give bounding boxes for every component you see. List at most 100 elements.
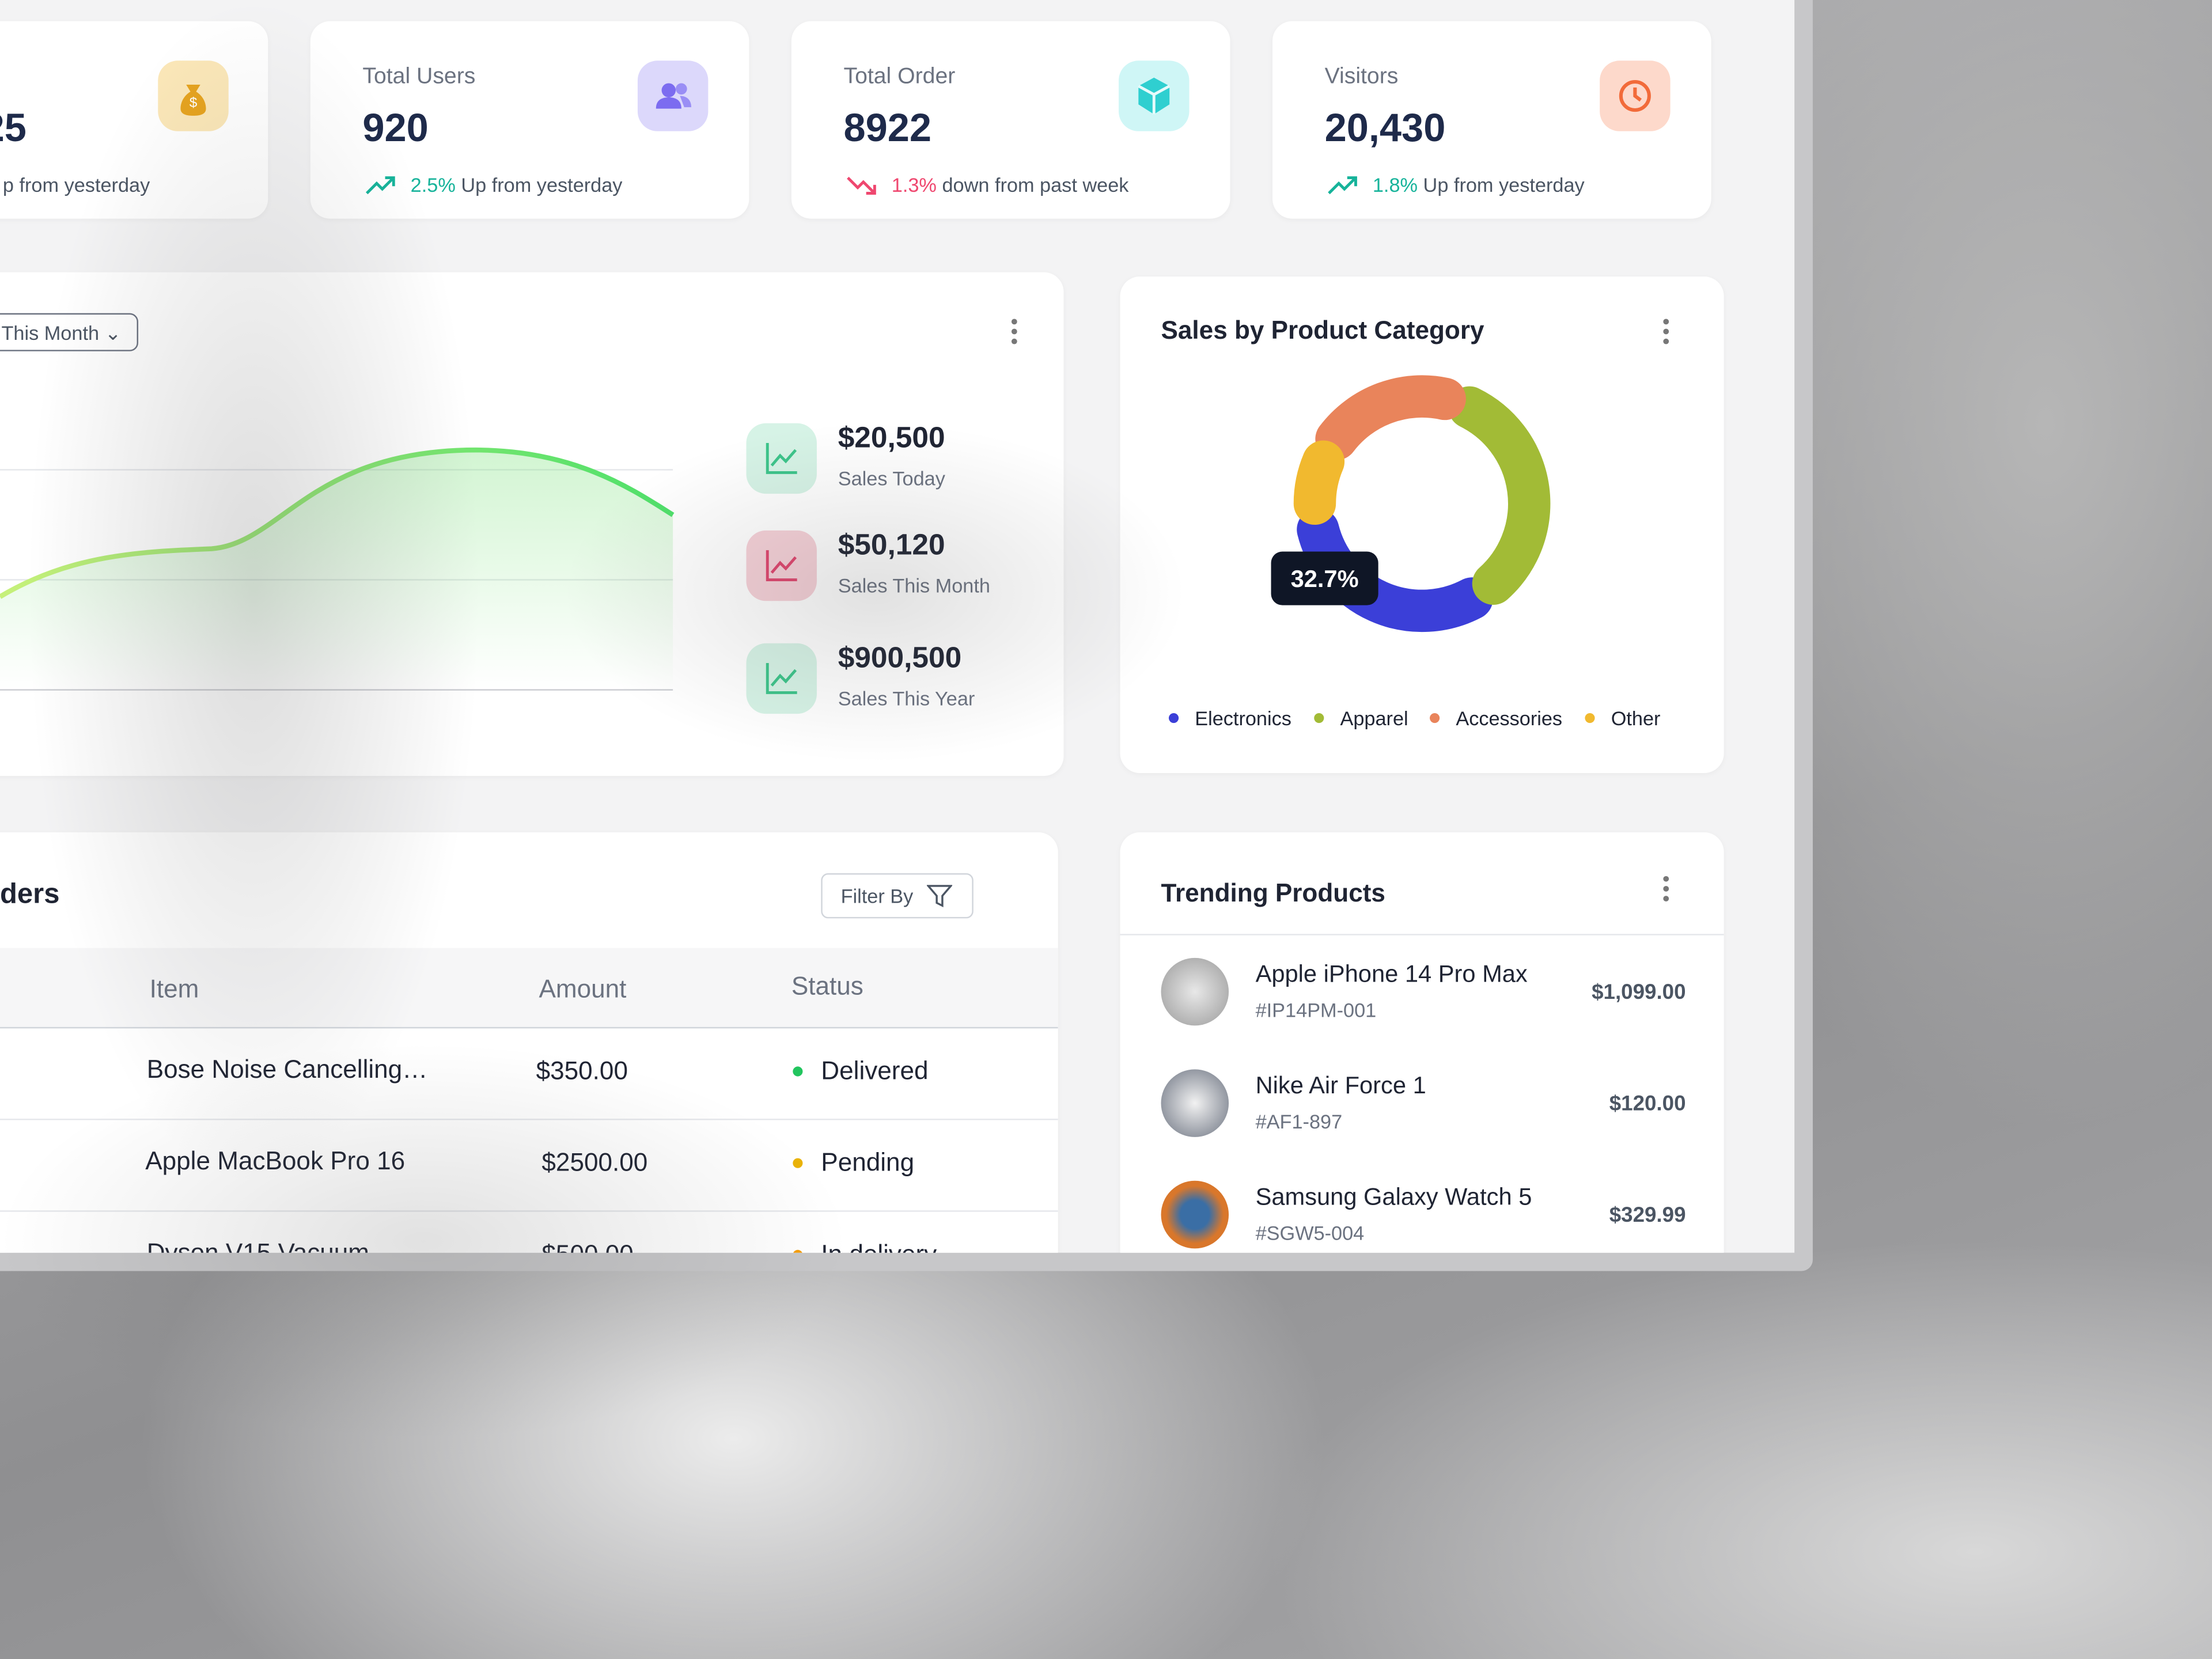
kebab-menu[interactable] [1660, 874, 1672, 908]
category-card: Sales by Product Category 32.7% Electroni… [1120, 276, 1724, 774]
card-title: Sales by Product Category [1161, 316, 1484, 344]
status-dot [793, 1249, 803, 1253]
legend-label: Electronics [1195, 708, 1291, 730]
sales-value: $20,500 [838, 422, 945, 454]
status: In delivery [821, 1240, 937, 1253]
orders-card: ders Filter By Item Amount Status Bose N… [0, 832, 1058, 1253]
change: 1.8% [1372, 173, 1418, 196]
stat-note: p from yesterday [2, 173, 150, 196]
kebab-menu[interactable] [1009, 317, 1020, 351]
legend-dot [1430, 713, 1440, 724]
svg-text:$: $ [190, 95, 198, 111]
stat-icon [637, 60, 709, 131]
note: down from past week [942, 173, 1129, 196]
icon [1138, 77, 1171, 115]
divider [0, 1210, 1058, 1212]
change: 2.5% [410, 173, 456, 196]
product-name: Apple iPhone 14 Pro Max [1255, 960, 1528, 988]
note: Up from yesterday [1423, 173, 1585, 196]
stat-label: Total Users [362, 65, 476, 89]
stat-card: Total Order 8922 1.3% down from past wee… [791, 21, 1230, 219]
sales-curve [0, 447, 675, 691]
stat-label: Visitors [1324, 65, 1399, 89]
kebab-menu[interactable] [1660, 317, 1672, 351]
tooltip-box [1271, 551, 1378, 605]
legend-label: Other [1611, 708, 1661, 730]
period: This Month [1, 321, 100, 344]
area [0, 450, 673, 690]
period-dropdown[interactable]: This Month ⌄ [0, 313, 139, 351]
status-dot [793, 1066, 803, 1077]
stat-icon: $ [158, 60, 229, 131]
product-image [1161, 1069, 1229, 1137]
dashboard: $ 325 p from yesterday Total Users 920 2… [0, 0, 1795, 1253]
stat-value: 325 [0, 105, 26, 150]
product-name: Nike Air Force 1 [1255, 1072, 1426, 1099]
product-image [1161, 1180, 1229, 1249]
sales-icon [746, 530, 817, 601]
sales-label: Sales This Month [838, 574, 990, 597]
product-sku: #SGW5-004 [1255, 1221, 1365, 1245]
change: 1.3% [891, 173, 937, 196]
legend-label: Accessories [1456, 708, 1562, 730]
donut-segment [1293, 440, 1345, 525]
icon [1619, 79, 1651, 112]
stat-label: Total Order [843, 65, 956, 89]
amount: $350.00 [536, 1056, 628, 1085]
status-dot [793, 1158, 803, 1168]
donut-segment [1315, 375, 1466, 460]
product-sku: #IP14PM-001 [1255, 998, 1377, 1022]
product-price: $1,099.00 [1592, 980, 1686, 1005]
sales-value: $50,120 [838, 529, 945, 562]
icon: $ [180, 84, 206, 116]
sales-card: This Month ⌄ $20,500 Sales Today $50,120… [0, 272, 1064, 776]
divider [1120, 934, 1724, 935]
sales-icon [746, 643, 817, 714]
card-title: Trending Products [1161, 878, 1385, 907]
stat-card: Visitors 20,430 1.8% Up from yesterday [1272, 21, 1711, 219]
icon [766, 663, 797, 694]
stat-card: $ 325 p from yesterday [0, 21, 268, 219]
status: Pending [821, 1148, 915, 1177]
trend-up-icon [1328, 176, 1357, 195]
stat-value: 920 [362, 105, 429, 150]
column-header: Amount [539, 975, 627, 1003]
product-price: $329.99 [1609, 1203, 1686, 1228]
stat-value: 8922 [843, 105, 932, 150]
product-name: Samsung Galaxy Watch 5 [1255, 1183, 1532, 1211]
line [0, 447, 675, 599]
stat-icon [1119, 60, 1190, 131]
card-title: ders [0, 878, 60, 910]
product-sku: #AF1-897 [1255, 1110, 1343, 1133]
item: Apple MacBook Pro 16 [145, 1147, 406, 1176]
sales-value: $900,500 [838, 642, 962, 675]
divider [0, 1119, 1058, 1120]
donut-segment [1448, 386, 1551, 605]
filter-label: Filter By [840, 884, 914, 907]
sales-label: Sales This Year [838, 687, 975, 710]
product-price: $120.00 [1609, 1092, 1686, 1116]
item: Bose Noise Cancelling… [146, 1055, 428, 1084]
legend-dot [1168, 713, 1179, 724]
icon [766, 550, 797, 581]
donut-chart: 32.7% Electronics Apparel Accessories Other [1168, 375, 1661, 730]
note: Up from yesterday [461, 173, 623, 196]
trend-up-icon [366, 176, 395, 195]
amount: $2500.00 [541, 1148, 648, 1177]
stat-value: 20,430 [1324, 105, 1446, 150]
product-image [1161, 957, 1229, 1026]
tooltip: 32.7% [1291, 565, 1359, 592]
legend-label: Apparel [1340, 708, 1408, 730]
legend-dot [1314, 713, 1324, 724]
filter-icon [926, 885, 953, 908]
table-header [0, 948, 1058, 1029]
stat-trend: 1.3% down from past week [892, 173, 1129, 196]
legend-dot [1585, 713, 1595, 724]
trend-down-icon [847, 176, 876, 195]
filter-button[interactable]: Filter By [821, 873, 974, 919]
stat-trend: 1.8% Up from yesterday [1373, 173, 1585, 196]
icon [656, 83, 692, 109]
stat-icon [1600, 60, 1671, 131]
